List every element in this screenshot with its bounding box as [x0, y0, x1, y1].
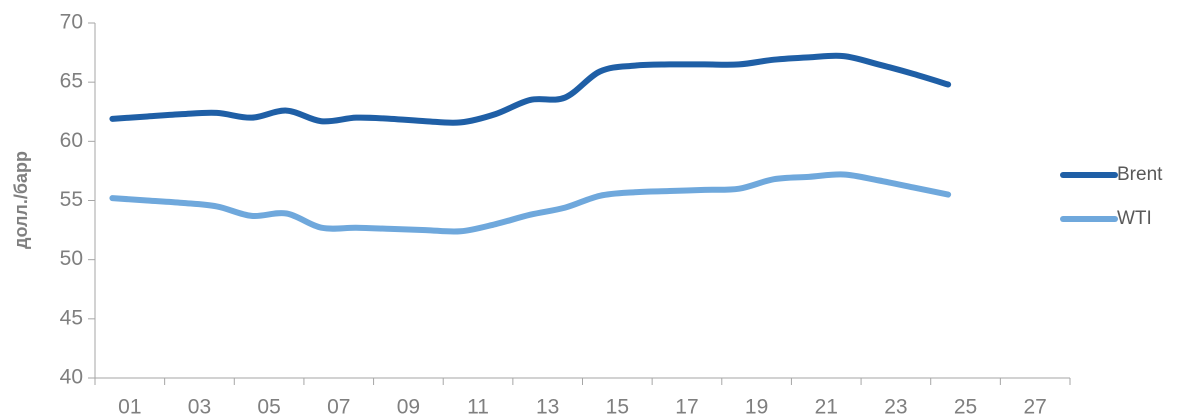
- x-tick-label: 27: [1023, 396, 1046, 419]
- x-tick-label: 09: [397, 396, 420, 419]
- line-series: [109, 52, 952, 126]
- x-tick-label: 17: [675, 396, 698, 419]
- x-tick-label: 03: [188, 396, 211, 419]
- line-series: [109, 171, 952, 235]
- y-tick-label: 65: [60, 70, 83, 93]
- x-tick-label: 11: [467, 396, 489, 419]
- x-tick-label: 07: [327, 396, 350, 419]
- y-tick-label: 70: [60, 11, 83, 34]
- y-tick-label: 55: [60, 188, 83, 211]
- x-tick-label: 13: [536, 396, 559, 419]
- y-axis-label: долл./барр: [11, 151, 31, 249]
- x-tick-label: 23: [884, 396, 907, 419]
- x-tick-label: 15: [606, 396, 629, 419]
- y-tick-label: 40: [60, 366, 83, 389]
- y-tick-label: 50: [60, 247, 83, 270]
- legend-label: WTI: [1117, 208, 1152, 229]
- legend-label: Brent: [1117, 164, 1163, 185]
- x-tick-label: 05: [257, 396, 280, 419]
- x-tick-label: 01: [118, 396, 141, 419]
- x-tick-label: 19: [745, 396, 768, 419]
- y-tick-label: 45: [60, 306, 83, 329]
- x-tick-label: 25: [954, 396, 977, 419]
- y-tick-label: 60: [60, 129, 83, 152]
- x-tick-label: 21: [815, 396, 838, 419]
